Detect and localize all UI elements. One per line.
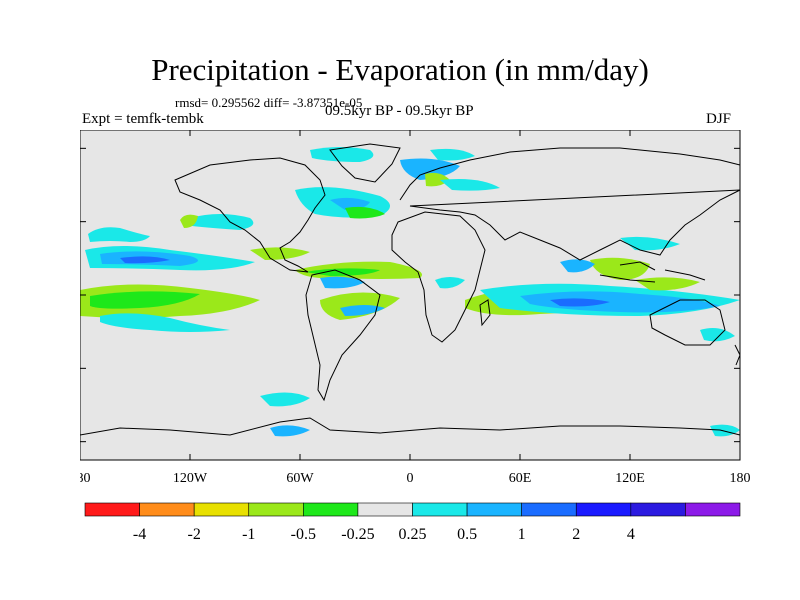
field-north-pacific-wet <box>88 227 150 242</box>
colorbar-label: 2 <box>572 526 580 543</box>
field-maritime-wet <box>560 259 595 273</box>
field-southern-ocean-wet <box>260 392 310 407</box>
lon-tick-label: 0 <box>407 471 414 486</box>
lon-tick-label: 180 <box>80 471 91 486</box>
colorbar-swatch <box>193 502 250 517</box>
season-label: DJF <box>706 111 732 127</box>
field-tropical-atlantic-green <box>305 268 380 276</box>
colorbar-label: 0.5 <box>457 526 477 543</box>
field-asia-wet <box>440 179 500 191</box>
stats-line: rmsd= 0.295562 diff= -3.87351e-05 <box>175 95 363 110</box>
field-indian-ocean-mid <box>520 291 720 313</box>
colorbar-label: 0.25 <box>399 526 427 543</box>
field-south-pacific-wet <box>100 313 230 332</box>
field-north-pacific-dry <box>180 214 198 228</box>
lon-tick-label: 120E <box>615 471 645 486</box>
field-australia-wet <box>700 328 735 342</box>
field-europe-wet <box>400 158 460 180</box>
colorbar-label: -2 <box>188 526 201 543</box>
colorbar-label: -0.25 <box>341 526 374 543</box>
lon-tick-label: 120W <box>173 471 208 486</box>
lon-tick-label: 60E <box>509 471 532 486</box>
latitude-axis: 80N40N040S80S <box>80 147 740 443</box>
coastlines <box>80 143 741 436</box>
coast-north-america <box>174 157 326 273</box>
colorbar-label: 4 <box>627 526 635 543</box>
coast-maritime <box>599 261 706 283</box>
longitude-axis: 180 120W 60W 0 60E 120E 180 <box>80 130 751 486</box>
experiment-label: Expt = temfk-tembk <box>82 111 204 127</box>
coast-antarctica <box>80 417 741 436</box>
colorbar-label: -4 <box>133 526 146 543</box>
colorbar-swatch <box>521 502 577 517</box>
anomaly-fields <box>80 147 740 437</box>
colorbar-swatch <box>84 502 140 517</box>
colorbar-swatch <box>139 502 195 517</box>
coast-europe-asia <box>399 147 741 261</box>
colorbar-label: 1 <box>518 526 526 543</box>
colorbar-swatch <box>248 502 304 517</box>
field-indian-ocean-core <box>550 298 610 307</box>
coast-africa <box>391 211 486 343</box>
colorbar: -4 -2 -1 -0.5 -0.25 0.25 0.5 1 2 4 <box>84 502 741 543</box>
colorbar-label: -1 <box>242 526 255 543</box>
coast-australia <box>649 299 726 346</box>
colorbar-swatch <box>357 502 413 517</box>
colorbar-swatch <box>575 502 632 517</box>
colorbar-swatch <box>630 502 686 517</box>
colorbar-label: -0.5 <box>291 526 316 543</box>
coast-south-america <box>305 269 381 402</box>
colorbar-swatch <box>685 502 741 517</box>
page-title: Precipitation - Evaporation (in mm/day) <box>151 52 649 87</box>
period-label: 09.5kyr BP - 09.5kyr BP <box>325 103 474 119</box>
field-south-atlantic-wet <box>340 305 385 316</box>
field-southern-ocean-wet-2 <box>270 425 310 437</box>
field-north-atlantic-green <box>345 206 385 219</box>
field-amazon-wet <box>320 276 365 289</box>
field-maritime-dry <box>590 257 650 280</box>
field-south-pacific-green <box>90 291 200 309</box>
coast-greenland <box>329 143 401 183</box>
field-arctic-wet <box>430 148 475 161</box>
colorbar-swatch <box>412 502 468 517</box>
lon-tick-label: 60W <box>286 471 314 486</box>
field-pacific-itcz-core <box>120 256 170 264</box>
coast-madagascar <box>479 299 491 327</box>
field-subarctic-wet <box>310 147 374 162</box>
colorbar-swatch <box>303 502 359 517</box>
map-figure: 80N40N040S80S 180 120W 60W 0 60E 120E 180 -4 -2… <box>80 130 751 543</box>
field-east-africa-wet <box>435 277 465 289</box>
field-west-pacific-dry <box>635 277 700 291</box>
colorbar-swatch <box>466 502 522 517</box>
lon-tick-label: 180 <box>730 471 751 486</box>
